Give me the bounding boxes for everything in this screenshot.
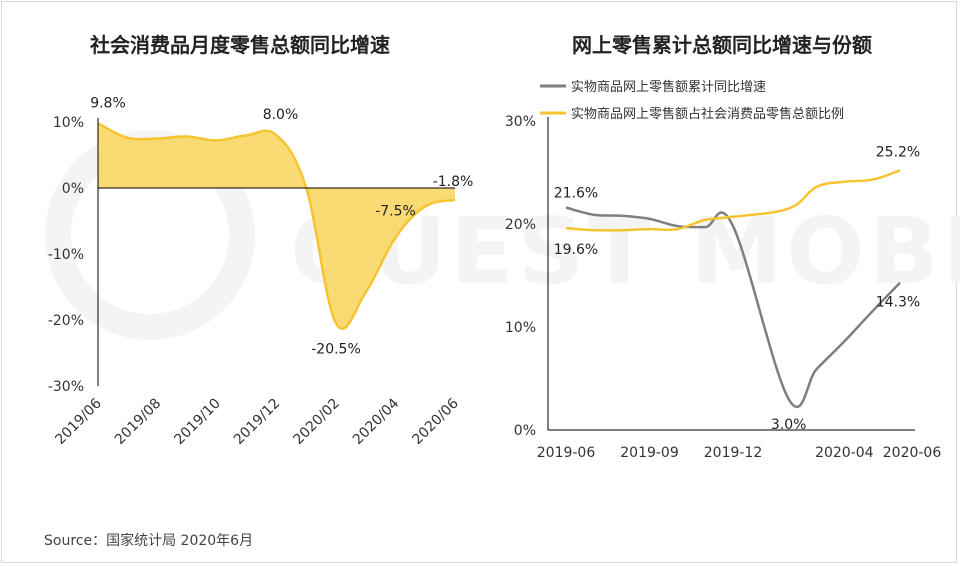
left-y-tick-label: -30%: [48, 379, 84, 395]
left-y-tick-label: -20%: [48, 313, 84, 329]
share-data-label: 19.6%: [554, 242, 598, 258]
left-x-tick-label: 2019/08: [112, 396, 164, 448]
left-x-tick-label: 2020/04: [350, 395, 403, 448]
right-y-tick-label: 10%: [505, 320, 536, 336]
legend-label-share: 实物商品网上零售额占社会消费品零售总额比例: [571, 106, 844, 122]
left-x-tick-label: 2019/06: [52, 395, 105, 448]
left-x-tick-label: 2019/12: [231, 396, 283, 448]
share-series-line: [565, 169, 901, 232]
growth-line: [97, 122, 456, 330]
growth-series-line: [565, 206, 901, 409]
left-x-tick-label: 2020/02: [290, 396, 342, 448]
right-x-tick-label: 2020-04: [815, 445, 874, 461]
legend: 实物商品网上零售额累计同比增速 实物商品网上零售额占社会消费品零售总额比例: [540, 79, 844, 122]
right-x-tick-label: 2019-09: [620, 445, 679, 461]
right-y-tick-label: 30%: [505, 114, 536, 130]
share-data-label: 25.2%: [876, 144, 920, 160]
right-x-tick-label: 2020-06: [883, 445, 942, 461]
left-data-label: 9.8%: [90, 95, 126, 111]
left-data-label: -7.5%: [375, 204, 416, 220]
growth-data-label: 14.3%: [876, 295, 920, 311]
left-x-tick-label: 2019/10: [171, 396, 223, 448]
right-x-tick-label: 2019-06: [537, 445, 596, 461]
growth-area: [98, 123, 455, 329]
left-data-label: 8.0%: [263, 107, 299, 123]
source-note: Source：国家统计局 2020年6月: [44, 533, 254, 549]
right-chart-title: 网上零售累计总额同比增速与份额: [572, 33, 872, 57]
left-data-label: -20.5%: [311, 341, 361, 357]
left-y-tick-label: 0%: [62, 181, 84, 197]
growth-data-label: 21.6%: [554, 186, 598, 202]
right-x-tick-label: 2019-12: [704, 445, 763, 461]
right-y-tick-label: 0%: [514, 423, 536, 439]
growth-data-label: 3.0%: [771, 417, 807, 433]
right-plot-area: 30% 20% 10% 0%2019-06 2019-09 2019-12 2020-04 2…: [505, 114, 941, 461]
left-y-tick-label: -10%: [48, 247, 84, 263]
left-y-tick-label: 10%: [53, 115, 84, 131]
left-x-tick-label: 2020/06: [409, 395, 462, 448]
right-y-tick-label: 20%: [505, 217, 536, 233]
right-chart: 网上零售累计总额同比增速与份额 实物商品网上零售额累计同比增速 实物商品网上零售…: [505, 33, 941, 461]
left-data-label: -1.8%: [433, 174, 474, 190]
left-chart-title: 社会消费品月度零售总额同比增速: [89, 33, 390, 57]
legend-label-growth: 实物商品网上零售额累计同比增速: [571, 79, 766, 95]
